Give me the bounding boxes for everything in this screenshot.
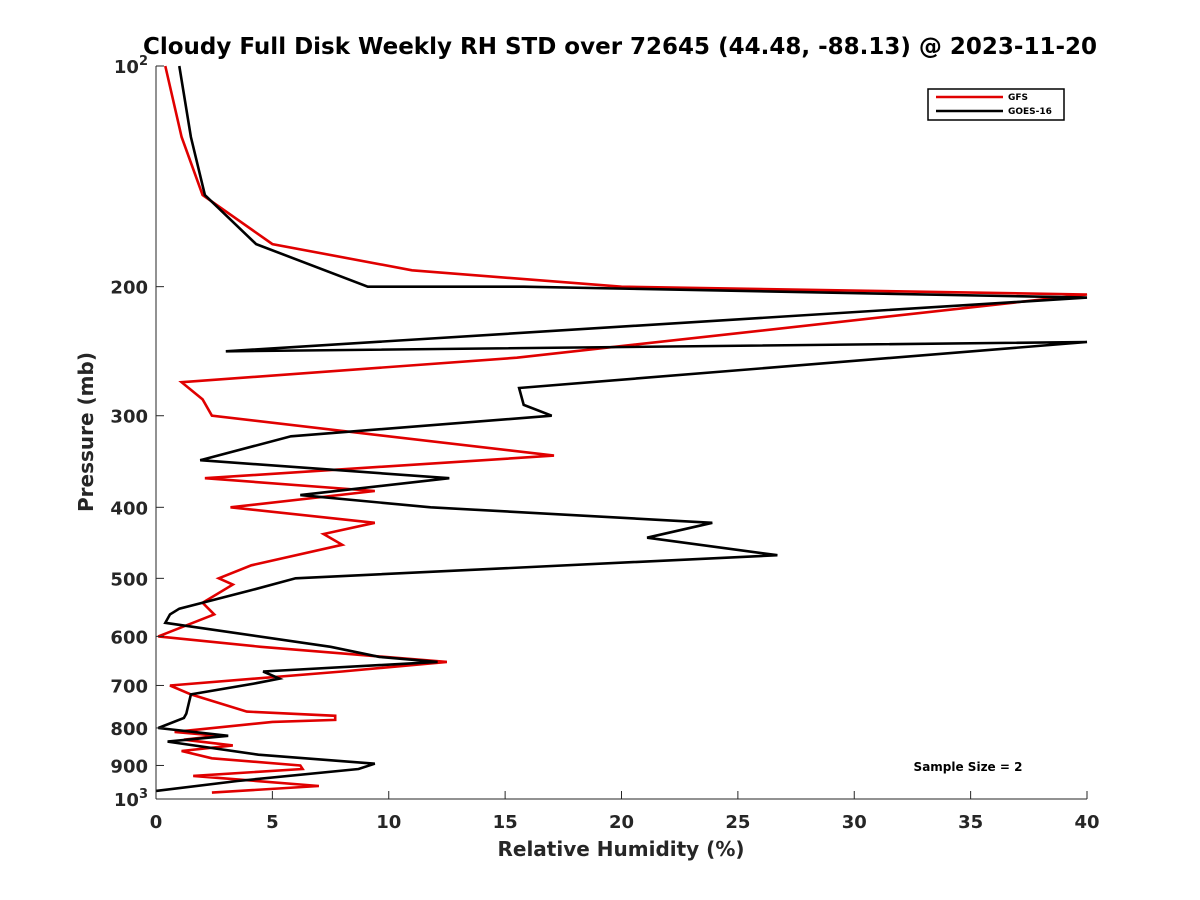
x-tick-label: 35 xyxy=(958,812,983,833)
x-tick-label: 30 xyxy=(842,812,867,833)
legend-label-goes16: GOES-16 xyxy=(1008,107,1052,117)
y-tick-label: 400 xyxy=(110,498,148,519)
y-tick-label: 500 xyxy=(110,569,148,590)
y-tick-label: 700 xyxy=(110,676,148,697)
y-tick-label: 900 xyxy=(110,756,148,777)
y-tick-label: 103 xyxy=(114,787,148,811)
y-tick-label: 800 xyxy=(110,719,148,740)
x-tick-label: 10 xyxy=(376,812,401,833)
chart-title: Cloudy Full Disk Weekly RH STD over 7264… xyxy=(143,34,1097,60)
legend-box xyxy=(927,88,1065,121)
sample-size-annotation: Sample Size = 2 xyxy=(914,760,1023,774)
series-layer xyxy=(155,65,1088,794)
x-tick-label: 25 xyxy=(725,812,750,833)
x-tick-label: 0 xyxy=(150,812,163,833)
y-axis-ticks: 102 200 300 400 500 600 700 800 900 103 xyxy=(110,54,164,811)
x-tick-label: 5 xyxy=(266,812,279,833)
y-tick-label: 600 xyxy=(110,627,148,648)
series-line-goes16 xyxy=(155,65,1088,793)
y-tick-label: 300 xyxy=(110,407,148,428)
x-axis-ticks: 0 5 10 15 20 25 30 35 40 xyxy=(150,791,1100,833)
x-tick-label: 40 xyxy=(1074,812,1099,833)
y-axis-label: Pressure (mb) xyxy=(74,352,98,512)
legend: GFS GOES-16 xyxy=(927,88,1065,121)
x-tick-label: 20 xyxy=(609,812,634,833)
y-tick-label: 102 xyxy=(114,54,148,78)
y-tick-label: 200 xyxy=(110,278,148,299)
series-line-gfs xyxy=(157,65,1088,794)
x-axis-label: Relative Humidity (%) xyxy=(497,837,744,861)
x-tick-label: 15 xyxy=(493,812,518,833)
legend-label-gfs: GFS xyxy=(1008,93,1028,103)
